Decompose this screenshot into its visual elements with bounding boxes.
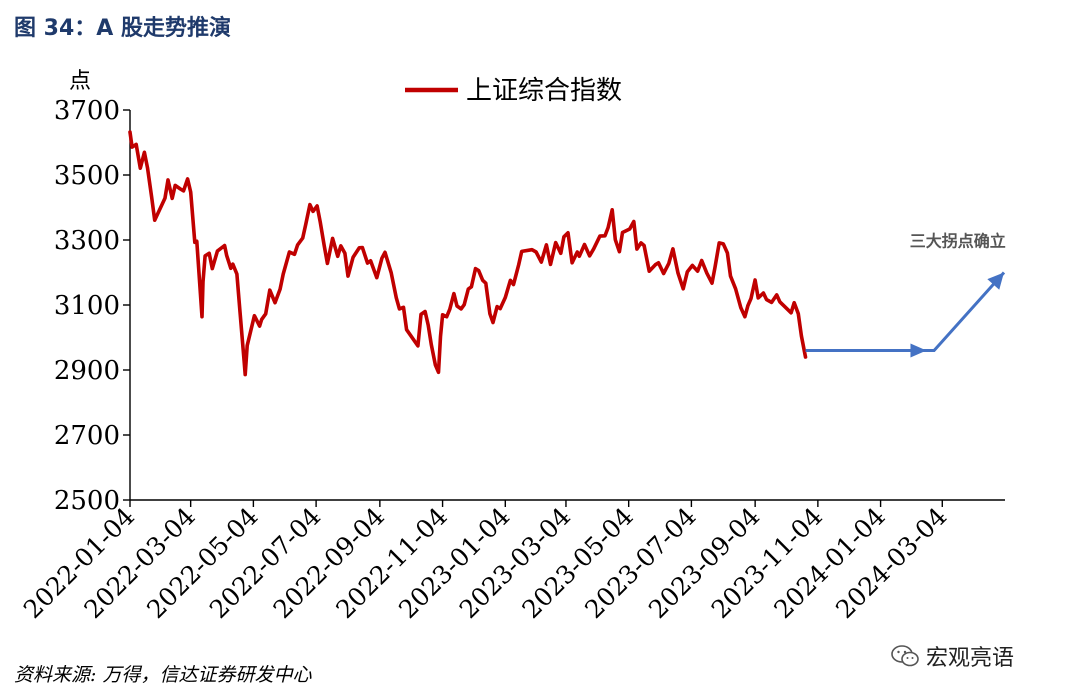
y-tick-label: 3100 <box>54 291 120 321</box>
forecast-arrow-head-mid <box>910 343 927 358</box>
y-axis-label: 点 <box>69 69 91 94</box>
watermark: 宏观亮语 <box>890 640 1014 672</box>
series-layer <box>128 130 808 377</box>
watermark-text: 宏观亮语 <box>926 646 1015 671</box>
y-tick-label: 3700 <box>54 96 120 126</box>
source-note: 资料来源: 万得，信达证券研发中心 <box>14 664 312 686</box>
y-tick-label: 2500 <box>54 486 120 516</box>
forecast-arrow <box>805 271 1006 352</box>
series-line <box>128 130 808 377</box>
forecast-arrow-head <box>987 272 1004 290</box>
wechat-icon <box>891 645 919 667</box>
y-tick-label: 2900 <box>54 356 120 386</box>
annotation-layer: 三大拐点确立 <box>805 232 1006 358</box>
figure-title: 图 34：A 股走势推演 <box>14 16 231 41</box>
y-tick-label: 2700 <box>54 421 120 451</box>
y-tick-label: 3300 <box>54 226 120 256</box>
legend-label: 上证综合指数 <box>466 76 622 106</box>
axes: 2500270029003100330035003700点2022-01-042… <box>18 69 1005 624</box>
annotation-label: 三大拐点确立 <box>910 232 1006 251</box>
legend: 上证综合指数 <box>405 76 622 106</box>
y-tick-label: 3500 <box>54 161 120 191</box>
